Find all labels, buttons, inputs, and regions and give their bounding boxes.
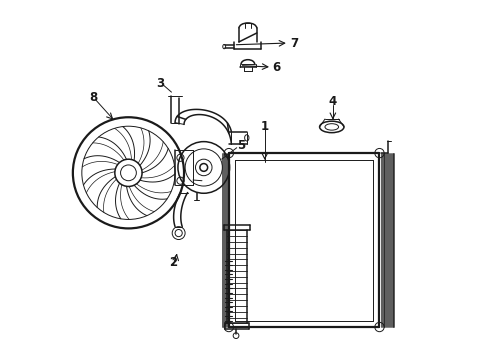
Text: 4: 4 <box>329 95 337 108</box>
Text: 1: 1 <box>261 120 269 133</box>
Text: 5: 5 <box>237 139 245 152</box>
Text: 7: 7 <box>290 36 298 50</box>
Circle shape <box>121 165 136 181</box>
Text: 8: 8 <box>90 91 98 104</box>
Text: 6: 6 <box>272 60 281 73</box>
Text: 2: 2 <box>169 256 177 269</box>
Circle shape <box>200 163 208 171</box>
Text: 3: 3 <box>157 77 165 90</box>
